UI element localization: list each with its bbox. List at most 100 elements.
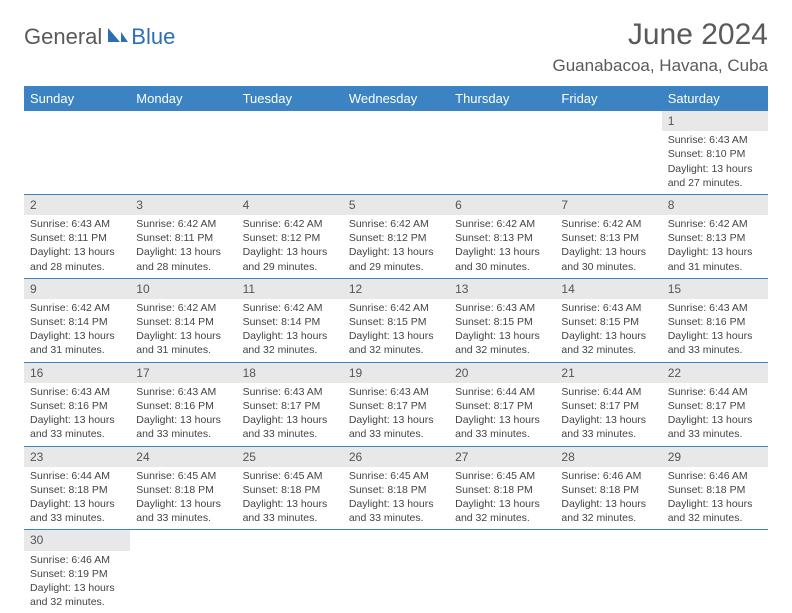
daylight-text: Daylight: 13 hours and 33 minutes. xyxy=(243,497,337,525)
day-number-cell: 11 xyxy=(237,278,343,299)
sunset-text: Sunset: 8:14 PM xyxy=(243,315,337,329)
month-title: June 2024 xyxy=(553,18,769,52)
day-number-cell: 24 xyxy=(130,446,236,467)
day-data-row: Sunrise: 6:43 AMSunset: 8:16 PMDaylight:… xyxy=(24,383,768,446)
weekday-header: Thursday xyxy=(449,86,555,111)
daylight-text: Daylight: 13 hours and 33 minutes. xyxy=(136,413,230,441)
day-data-row: Sunrise: 6:43 AMSunset: 8:10 PMDaylight:… xyxy=(24,131,768,194)
header: General Blue June 2024 Guanabacoa, Havan… xyxy=(24,18,768,76)
sunset-text: Sunset: 8:17 PM xyxy=(455,399,549,413)
weekday-header-row: Sunday Monday Tuesday Wednesday Thursday… xyxy=(24,86,768,111)
day-number-cell: 10 xyxy=(130,278,236,299)
day-data-cell xyxy=(130,131,236,194)
day-data-row: Sunrise: 6:42 AMSunset: 8:14 PMDaylight:… xyxy=(24,299,768,362)
day-data-row: Sunrise: 6:43 AMSunset: 8:11 PMDaylight:… xyxy=(24,215,768,278)
daylight-text: Daylight: 13 hours and 33 minutes. xyxy=(349,497,443,525)
day-number-cell: 3 xyxy=(130,194,236,215)
day-number-row: 9101112131415 xyxy=(24,278,768,299)
day-data-cell: Sunrise: 6:42 AMSunset: 8:12 PMDaylight:… xyxy=(237,215,343,278)
weekday-header: Saturday xyxy=(662,86,768,111)
day-number-cell: 12 xyxy=(343,278,449,299)
sunset-text: Sunset: 8:18 PM xyxy=(455,483,549,497)
sunrise-text: Sunrise: 6:42 AM xyxy=(561,217,655,231)
day-data-cell xyxy=(555,131,661,194)
weekday-header: Sunday xyxy=(24,86,130,111)
day-number-cell: 4 xyxy=(237,194,343,215)
day-number-cell xyxy=(343,530,449,551)
sunset-text: Sunset: 8:15 PM xyxy=(349,315,443,329)
day-number-cell: 7 xyxy=(555,194,661,215)
daylight-text: Daylight: 13 hours and 27 minutes. xyxy=(668,162,762,190)
day-data-cell xyxy=(449,551,555,613)
sunrise-text: Sunrise: 6:43 AM xyxy=(668,301,762,315)
sunrise-text: Sunrise: 6:42 AM xyxy=(349,301,443,315)
daylight-text: Daylight: 13 hours and 33 minutes. xyxy=(349,413,443,441)
sunset-text: Sunset: 8:13 PM xyxy=(455,231,549,245)
sunrise-text: Sunrise: 6:43 AM xyxy=(136,385,230,399)
day-data-cell: Sunrise: 6:42 AMSunset: 8:11 PMDaylight:… xyxy=(130,215,236,278)
day-number-row: 23242526272829 xyxy=(24,446,768,467)
weekday-header: Friday xyxy=(555,86,661,111)
day-number-cell xyxy=(130,111,236,131)
day-data-cell: Sunrise: 6:42 AMSunset: 8:12 PMDaylight:… xyxy=(343,215,449,278)
day-number-cell: 19 xyxy=(343,362,449,383)
day-data-cell: Sunrise: 6:43 AMSunset: 8:17 PMDaylight:… xyxy=(237,383,343,446)
day-data-cell xyxy=(130,551,236,613)
daylight-text: Daylight: 13 hours and 28 minutes. xyxy=(30,245,124,273)
day-number-cell: 8 xyxy=(662,194,768,215)
day-number-cell: 1 xyxy=(662,111,768,131)
sunrise-text: Sunrise: 6:44 AM xyxy=(561,385,655,399)
day-number-cell: 27 xyxy=(449,446,555,467)
sunrise-text: Sunrise: 6:42 AM xyxy=(136,301,230,315)
daylight-text: Daylight: 13 hours and 33 minutes. xyxy=(243,413,337,441)
sunset-text: Sunset: 8:19 PM xyxy=(30,567,124,581)
sunrise-text: Sunrise: 6:46 AM xyxy=(30,553,124,567)
day-number-cell: 22 xyxy=(662,362,768,383)
day-data-cell xyxy=(237,131,343,194)
sunrise-text: Sunrise: 6:42 AM xyxy=(243,217,337,231)
day-number-cell: 21 xyxy=(555,362,661,383)
day-data-cell: Sunrise: 6:43 AMSunset: 8:10 PMDaylight:… xyxy=(662,131,768,194)
daylight-text: Daylight: 13 hours and 32 minutes. xyxy=(243,329,337,357)
daylight-text: Daylight: 13 hours and 32 minutes. xyxy=(561,329,655,357)
sunset-text: Sunset: 8:11 PM xyxy=(30,231,124,245)
day-data-cell: Sunrise: 6:42 AMSunset: 8:14 PMDaylight:… xyxy=(24,299,130,362)
day-data-cell: Sunrise: 6:42 AMSunset: 8:13 PMDaylight:… xyxy=(662,215,768,278)
calendar-table: Sunday Monday Tuesday Wednesday Thursday… xyxy=(24,86,768,613)
sunrise-text: Sunrise: 6:42 AM xyxy=(455,217,549,231)
daylight-text: Daylight: 13 hours and 32 minutes. xyxy=(30,581,124,609)
daylight-text: Daylight: 13 hours and 32 minutes. xyxy=(349,329,443,357)
sunset-text: Sunset: 8:16 PM xyxy=(668,315,762,329)
day-number-row: 16171819202122 xyxy=(24,362,768,383)
title-block: June 2024 Guanabacoa, Havana, Cuba xyxy=(553,18,769,76)
sunset-text: Sunset: 8:18 PM xyxy=(243,483,337,497)
day-number-cell: 29 xyxy=(662,446,768,467)
sunset-text: Sunset: 8:10 PM xyxy=(668,147,762,161)
sunset-text: Sunset: 8:12 PM xyxy=(243,231,337,245)
day-data-cell: Sunrise: 6:42 AMSunset: 8:13 PMDaylight:… xyxy=(449,215,555,278)
day-number-cell: 13 xyxy=(449,278,555,299)
sunset-text: Sunset: 8:14 PM xyxy=(30,315,124,329)
sunset-text: Sunset: 8:18 PM xyxy=(668,483,762,497)
day-data-cell: Sunrise: 6:43 AMSunset: 8:16 PMDaylight:… xyxy=(24,383,130,446)
sunset-text: Sunset: 8:18 PM xyxy=(561,483,655,497)
sunrise-text: Sunrise: 6:43 AM xyxy=(668,133,762,147)
day-data-cell xyxy=(449,131,555,194)
location-text: Guanabacoa, Havana, Cuba xyxy=(553,56,769,76)
day-number-cell xyxy=(662,530,768,551)
sunrise-text: Sunrise: 6:43 AM xyxy=(30,217,124,231)
sunrise-text: Sunrise: 6:43 AM xyxy=(455,301,549,315)
day-data-cell: Sunrise: 6:44 AMSunset: 8:17 PMDaylight:… xyxy=(555,383,661,446)
day-data-cell: Sunrise: 6:42 AMSunset: 8:13 PMDaylight:… xyxy=(555,215,661,278)
sunrise-text: Sunrise: 6:45 AM xyxy=(136,469,230,483)
sunset-text: Sunset: 8:13 PM xyxy=(668,231,762,245)
sunrise-text: Sunrise: 6:42 AM xyxy=(30,301,124,315)
day-number-row: 1 xyxy=(24,111,768,131)
day-number-cell: 14 xyxy=(555,278,661,299)
daylight-text: Daylight: 13 hours and 32 minutes. xyxy=(455,329,549,357)
day-number-row: 30 xyxy=(24,530,768,551)
day-data-cell: Sunrise: 6:43 AMSunset: 8:16 PMDaylight:… xyxy=(662,299,768,362)
sunset-text: Sunset: 8:14 PM xyxy=(136,315,230,329)
daylight-text: Daylight: 13 hours and 31 minutes. xyxy=(30,329,124,357)
sunset-text: Sunset: 8:17 PM xyxy=(668,399,762,413)
